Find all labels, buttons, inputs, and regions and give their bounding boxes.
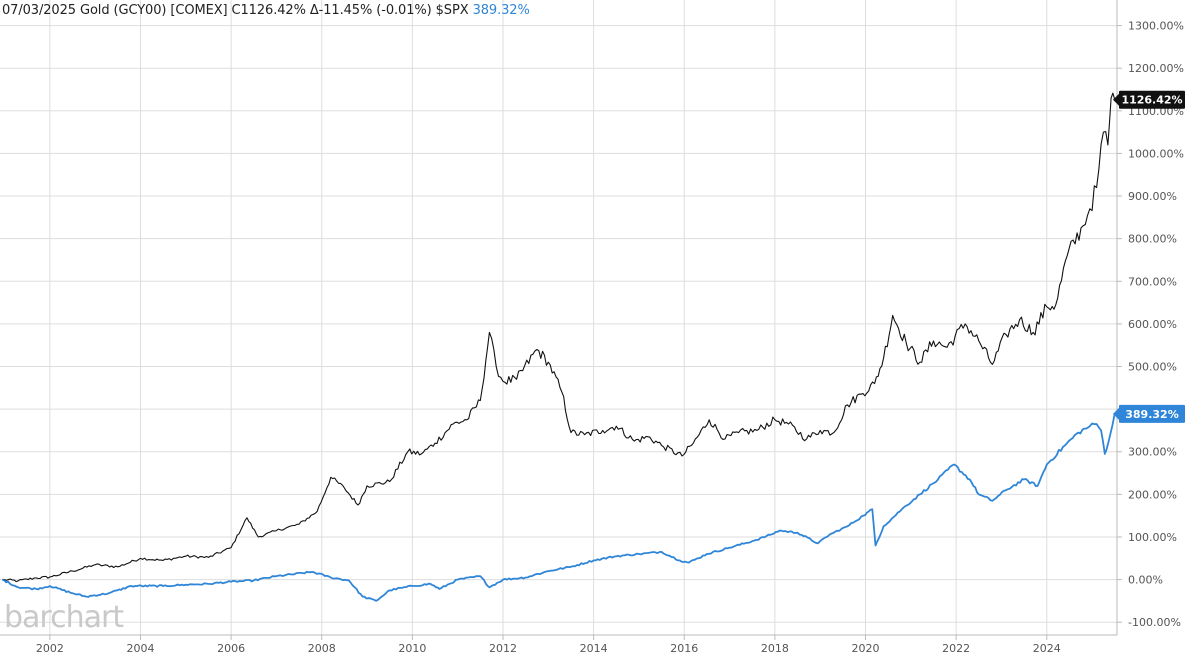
y-tick-label: 1000.00% (1128, 147, 1184, 160)
chart-grid (0, 0, 1122, 640)
x-tick-label: 2004 (126, 642, 154, 655)
header-compare-symbol: $SPX (435, 3, 469, 18)
x-tick-label: 2010 (398, 642, 426, 655)
header-date: 07/03/2025 (2, 3, 76, 18)
header-compare-value: 389.32% (472, 3, 530, 18)
x-tick-label: 2024 (1033, 642, 1061, 655)
y-tick-label: -100.00% (1128, 616, 1181, 629)
tag-pointer (1113, 93, 1119, 106)
spx-last-value-tag (1119, 404, 1185, 423)
x-tick-label: 2020 (852, 642, 880, 655)
y-tick-label: 600.00% (1128, 318, 1177, 331)
chart-series (1, 92, 1116, 602)
header-symbol: Gold (GCY00) [COMEX] (79, 3, 228, 18)
y-tick-label: 500.00% (1128, 361, 1177, 374)
tag-pointer (1113, 407, 1119, 420)
y-tick-label: 0.00% (1128, 574, 1163, 587)
x-tick-label: 2018 (761, 642, 789, 655)
x-tick-label: 2022 (942, 642, 970, 655)
x-tick-label: 2014 (580, 642, 608, 655)
x-tick-label: 2016 (670, 642, 698, 655)
chart-header: 07/03/2025 Gold (GCY00) [COMEX] C1126.42… (2, 3, 530, 18)
spx-last-value-label: 389.32% (1125, 408, 1178, 421)
y-tick-label: 800.00% (1128, 233, 1177, 246)
y-tick-label: 1300.00% (1128, 20, 1184, 33)
y-tick-label: 1200.00% (1128, 62, 1184, 75)
y-tick-label: 700.00% (1128, 275, 1177, 288)
x-tick-label: 2002 (36, 642, 64, 655)
x-tick-label: 2012 (489, 642, 517, 655)
y-tick-label: 100.00% (1128, 531, 1177, 544)
last-value-tags: 1126.42% 389.32% (1113, 90, 1185, 423)
header-change: Δ-11.45% (-0.01%) (309, 3, 432, 18)
x-axis: 2002 2004 2006 2008 2010 2012 2014 2016 2018 2020… (36, 642, 1061, 655)
header-close: C1126.42% (231, 3, 306, 18)
y-tick-label: 900.00% (1128, 190, 1177, 203)
gold-last-value-label: 1126.42% (1121, 94, 1182, 107)
x-tick-label: 2006 (217, 642, 245, 655)
gold-last-value-tag (1119, 90, 1185, 109)
barchart-logo: barchart (4, 600, 124, 635)
y-tick-label: 300.00% (1128, 446, 1177, 459)
spx-series-line (1, 413, 1116, 602)
y-tick-label: 200.00% (1128, 488, 1177, 501)
y-axis: 1300.00%1200.00%1100.00%1000.00%900.00%8… (1128, 20, 1184, 630)
x-tick-label: 2008 (308, 642, 336, 655)
gold-series-line (2, 92, 1116, 583)
